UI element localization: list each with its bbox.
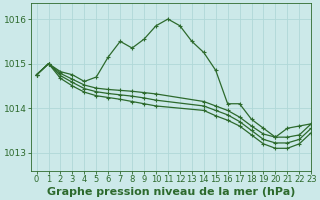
X-axis label: Graphe pression niveau de la mer (hPa): Graphe pression niveau de la mer (hPa) (47, 187, 295, 197)
